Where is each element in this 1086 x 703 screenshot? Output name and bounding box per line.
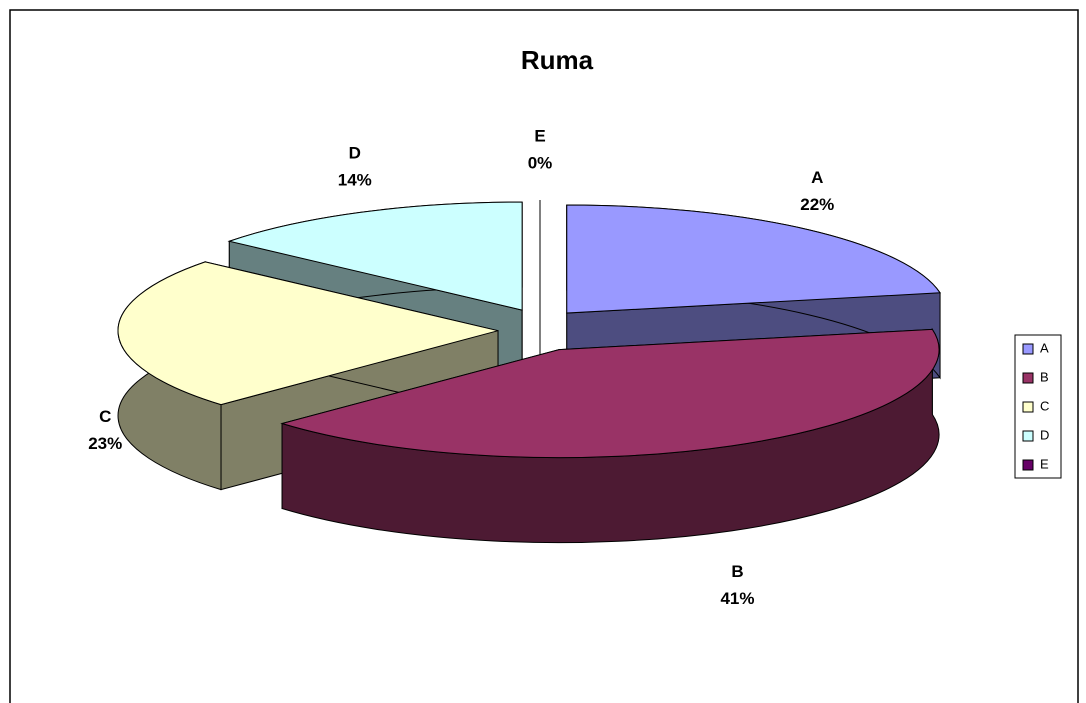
data-label-name: A [811,168,823,187]
slice-top [566,204,941,314]
legend-label: A [1040,340,1049,355]
slice-top [117,261,499,406]
legend-label: D [1040,427,1049,442]
data-label-value: 0% [528,153,553,172]
legend-label: C [1040,398,1049,413]
data-label-name: C [99,407,111,426]
legend-box [1014,334,1062,479]
data-label-value: 14% [338,171,372,190]
slice-top [280,328,940,459]
legend-swatch [1022,459,1034,471]
legend-swatch [1022,430,1034,442]
data-label-value: 41% [720,589,754,608]
legend-label: E [1040,456,1049,471]
slice-top [227,201,523,311]
data-label-name: D [349,144,361,163]
data-label-value: 22% [800,195,834,214]
legend-swatch [1022,343,1034,355]
legend-swatch [1022,372,1034,384]
data-label-value: 23% [88,434,122,453]
pie-slice [280,327,940,544]
legend-label: B [1040,369,1049,384]
chart-title: Ruma [521,45,594,75]
data-label-name: B [731,562,743,581]
data-label-name: E [534,126,545,145]
legend-swatch [1022,401,1034,413]
